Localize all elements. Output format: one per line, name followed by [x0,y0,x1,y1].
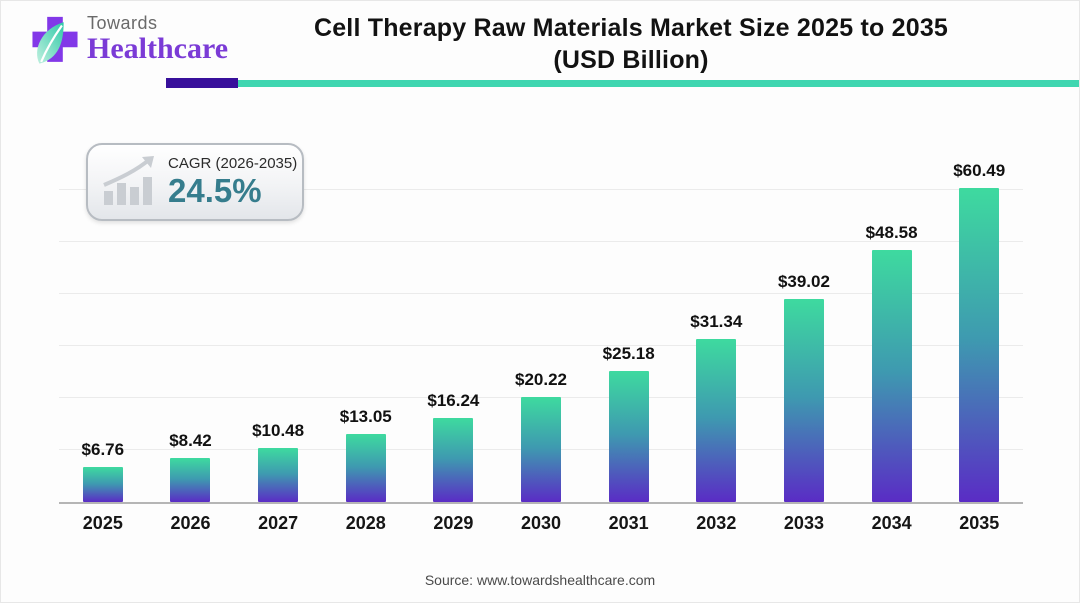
brand-logo: Towards Healthcare [29,13,228,71]
source-text: Source: www.towardshealthcare.com [424,572,656,588]
x-axis-label-2028: 2028 [345,513,386,533]
bar-column-2032: $31.34 [672,141,760,502]
bar-column-2035: $60.49 [935,141,1023,502]
x-axis-label-2031: 2031 [608,513,649,533]
bar-2028 [345,434,386,502]
x-axis-label-2032: 2032 [696,513,737,533]
bar-column-2026: $8.42 [147,141,235,502]
cagr-value: 24.5% [168,172,262,209]
gridline-60 [59,189,1023,191]
chart-title-line1: Cell Therapy Raw Materials Market Size 2… [313,14,949,42]
bar-2030 [521,396,562,502]
bar-column-2034: $48.58 [848,141,936,502]
x-axis-label-2027: 2027 [258,513,299,533]
bar-value-label-2027: $10.48 [252,420,305,440]
bar-2033 [783,299,824,502]
bar-value-label-2031: $25.18 [602,344,655,364]
x-axis-labels: 2025 2026 2027 2028 2029 2030 2031 2032 2033 2034… [59,513,1023,534]
x-axis-label-2026: 2026 [170,513,211,533]
cagr-label: CAGR (2026-2035) [168,155,298,172]
bar-value-label-2035: $60.49 [953,160,1006,180]
bar-value-label-2028: $13.05 [339,407,392,427]
cagr-badge: CAGR (2026-2035) 24.5% [86,143,304,221]
bar-2026 [170,458,211,502]
bar-column-2030: $20.22 [497,141,585,502]
x-axis-label-2033: 2033 [783,513,824,533]
x-axis-label-2029: 2029 [433,513,474,533]
divider-teal-segment [238,80,1079,87]
bar-2029 [433,417,474,502]
chart-plot-area: $6.76 $8.42 $10.48 $13.05 $16.24 $20.22 $25.18… [59,141,1023,504]
chart-title: Cell Therapy Raw Materials Market Size 2… [191,12,1071,76]
bar-column-2025: $6.76 [59,141,147,502]
bar-column-2029: $16.24 [410,141,498,502]
bar-value-label-2032: $31.34 [690,312,743,332]
gridline-50 [59,241,1023,243]
bar-2032 [696,339,737,502]
bar-value-label-2025: $6.76 [81,439,125,459]
x-axis-label-2025: 2025 [82,513,123,533]
x-axis-label-2030: 2030 [521,513,562,533]
bar-value-label-2033: $39.02 [777,272,830,292]
healthcare-cross-leaf-icon [32,16,78,64]
bar-column-2033: $39.02 [760,141,848,502]
bar-column-2027: $10.48 [234,141,322,502]
bar-value-label-2030: $20.22 [515,369,568,389]
bar-2025 [82,466,123,502]
x-axis-label-2035: 2035 [959,513,1000,533]
divider-purple-segment [166,78,238,88]
bar-column-2028: $13.05 [322,141,410,502]
bar-2034 [871,249,912,502]
logo-text-healthcare: Healthcare [87,32,229,65]
growth-chart-icon [103,156,154,205]
bar-2031 [608,371,649,502]
bar-column-2031: $25.18 [585,141,673,502]
bar-2027 [258,447,299,502]
bar-value-label-2034: $48.58 [865,222,918,242]
x-axis-label-2034: 2034 [871,513,912,533]
bar-value-label-2026: $8.42 [169,431,212,451]
bar-value-label-2029: $16.24 [427,390,480,410]
logo-text-towards: Towards [87,13,158,33]
gridline-40 [59,293,1023,295]
chart-title-line2: (USD Billion) [553,46,709,74]
bars-row: $6.76 $8.42 $10.48 $13.05 $16.24 $20.22 $25.18… [59,141,1023,502]
gridline-30 [59,345,1023,347]
bar-2035 [959,187,1000,502]
